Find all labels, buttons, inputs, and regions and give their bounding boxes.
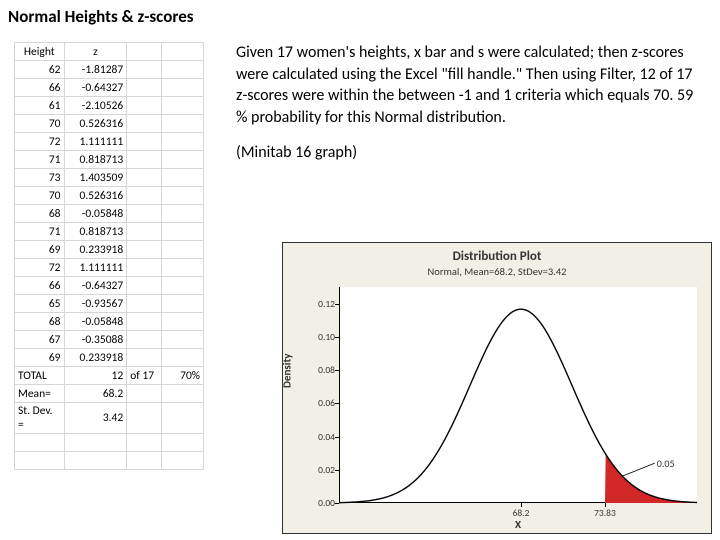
table-row: 65-0.93567 (15, 295, 204, 313)
table-row: 710.818713 (15, 223, 204, 241)
table-row: 690.233918 (15, 241, 204, 259)
cell-z: 0.526316 (64, 115, 127, 133)
ytick-mark (335, 503, 339, 504)
cell-z: 0.233918 (64, 241, 127, 259)
cell-z: 1.111111 (64, 259, 127, 277)
total-label: TOTAL (15, 367, 65, 385)
data-table: Height z 62-1.8128766-0.6432761-2.105267… (14, 42, 214, 470)
table-row: 721.111111 (15, 259, 204, 277)
chart-subtitle: Normal, Mean=68.2, StDev=3.42 (283, 265, 711, 278)
cell-height: 72 (15, 259, 65, 277)
cell-height: 71 (15, 223, 65, 241)
cell-height: 68 (15, 205, 65, 223)
table-row: 67-0.35088 (15, 331, 204, 349)
ytick-mark (335, 370, 339, 371)
col-header-height: Height (15, 43, 65, 61)
cell-height: 61 (15, 97, 65, 115)
cell-height: 72 (15, 133, 65, 151)
cell-height: 73 (15, 169, 65, 187)
cell-height: 67 (15, 331, 65, 349)
table-row: 700.526316 (15, 115, 204, 133)
chart-ylabel: Density (281, 354, 294, 389)
cell-z: 1.111111 (64, 133, 127, 151)
distribution-chart: Distribution Plot Normal, Mean=68.2, StD… (282, 242, 712, 534)
table-row: 690.233918 (15, 349, 204, 367)
cell-z: -0.64327 (64, 277, 127, 295)
cell-z: -2.10526 (64, 97, 127, 115)
plot-area: 0.000.020.040.060.080.100.1268.273.830.0… (339, 287, 697, 503)
paragraph-1: Given 17 women's heights, x bar and s we… (236, 42, 706, 128)
col-header-blank1 (127, 43, 162, 61)
table-row: 66-0.64327 (15, 79, 204, 97)
cell-height: 66 (15, 79, 65, 97)
cell-height: 70 (15, 115, 65, 133)
xtick-mark (605, 503, 606, 507)
cell-height: 70 (15, 187, 65, 205)
total-pct: 70% (162, 367, 204, 385)
ytick-mark (335, 437, 339, 438)
cell-z: 0.818713 (64, 223, 127, 241)
mean-label: Mean= (15, 385, 65, 403)
xtick-mark (521, 503, 522, 507)
table-row: 62-1.81287 (15, 61, 204, 79)
ytick-mark (335, 470, 339, 471)
cell-height: 69 (15, 349, 65, 367)
ytick-label: 0.06 (299, 397, 339, 409)
table-row: 68-0.05848 (15, 313, 204, 331)
total-value: 12 (64, 367, 127, 385)
cell-z: 0.233918 (64, 349, 127, 367)
table-row: 710.818713 (15, 151, 204, 169)
page-title: Normal Heights & z-scores (8, 6, 194, 27)
cell-z: -0.05848 (64, 313, 127, 331)
cell-height: 69 (15, 241, 65, 259)
ytick-label: 0.08 (299, 364, 339, 376)
ytick-mark (335, 403, 339, 404)
table-row: 721.111111 (15, 133, 204, 151)
ytick-label: 0.12 (299, 298, 339, 310)
curve-svg (339, 287, 697, 503)
ytick-mark (335, 304, 339, 305)
cell-z: -0.93567 (64, 295, 127, 313)
ytick-mark (335, 337, 339, 338)
sd-value: 3.42 (64, 403, 127, 434)
paragraph-2: (Minitab 16 graph) (236, 142, 706, 164)
table-row: 68-0.05848 (15, 205, 204, 223)
cell-height: 62 (15, 61, 65, 79)
cell-z: -0.35088 (64, 331, 127, 349)
normal-curve (339, 309, 697, 502)
col-header-blank2 (162, 43, 204, 61)
cell-z: -0.64327 (64, 79, 127, 97)
chart-title: Distribution Plot (283, 249, 711, 264)
table-row: 700.526316 (15, 187, 204, 205)
cell-height: 68 (15, 313, 65, 331)
total-of: of 17 (127, 367, 162, 385)
cell-z: -1.81287 (64, 61, 127, 79)
ytick-label: 0.04 (299, 431, 339, 443)
body-text: Given 17 women's heights, x bar and s we… (236, 42, 706, 178)
cell-z: 0.526316 (64, 187, 127, 205)
cell-z: 0.818713 (64, 151, 127, 169)
cell-z: -0.05848 (64, 205, 127, 223)
ytick-label: 0.10 (299, 331, 339, 343)
chart-xlabel: X (339, 518, 697, 531)
ytick-label: 0.00 (299, 497, 339, 509)
cell-height: 71 (15, 151, 65, 169)
annotation-leader (622, 463, 654, 476)
annotation-value: 0.05 (657, 457, 675, 470)
cell-height: 65 (15, 295, 65, 313)
xtick-label: 73.83 (594, 507, 616, 519)
cell-height: 66 (15, 277, 65, 295)
xtick-label: 68.2 (513, 507, 530, 519)
cell-z: 1.403509 (64, 169, 127, 187)
sd-label: St. Dev. = (15, 403, 65, 434)
mean-value: 68.2 (64, 385, 127, 403)
col-header-z: z (64, 43, 127, 61)
table-row: 66-0.64327 (15, 277, 204, 295)
table-row: 731.403509 (15, 169, 204, 187)
ytick-label: 0.02 (299, 464, 339, 476)
table-row: 61-2.10526 (15, 97, 204, 115)
